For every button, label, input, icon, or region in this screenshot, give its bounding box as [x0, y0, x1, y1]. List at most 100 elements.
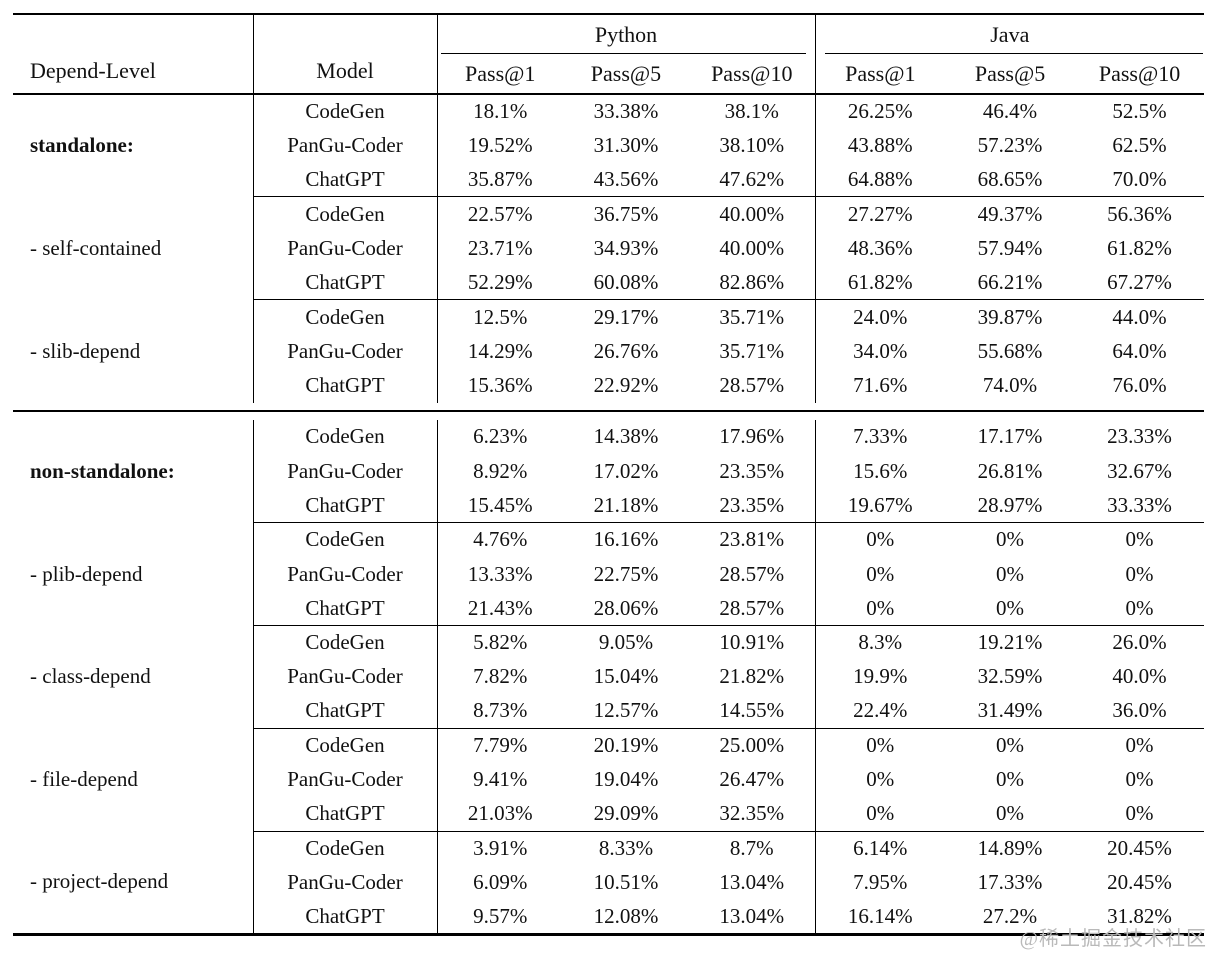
python-pass1-cell: 3.91%: [436, 830, 563, 866]
java-pass5-cell: 19.21%: [945, 624, 1076, 660]
results-table: Depend-Level Model Python Java Pass@1 Pa…: [13, 13, 1205, 936]
table-row: PanGu-Coder 6.09% 10.51% 13.04% 7.95% 17.33% 2…: [13, 865, 1204, 900]
model-cell: PanGu-Coder: [252, 762, 437, 797]
python-pass5-cell: 17.02%: [593, 458, 659, 483]
java-pass10-cell: 62.5%: [1112, 132, 1167, 157]
python-pass5-cell: 8.33%: [563, 830, 689, 866]
model-cell: CodeGen: [252, 196, 437, 232]
java-pass1-cell: 0%: [814, 522, 946, 557]
java-pass1-cell: 34.0%: [814, 334, 946, 369]
python-pass1-cell: 15.45%: [436, 488, 563, 523]
depend-group: - slib-depend CodeGen 12.5% 29.17% 35.71% 24.…: [13, 299, 1205, 403]
python-pass10-cell: 40.00%: [689, 196, 816, 232]
java-pass5-cell: 28.97%: [977, 492, 1043, 517]
python-pass1-cell: 9.57%: [436, 899, 563, 935]
python-pass10-cell: 23.81%: [689, 522, 816, 557]
python-pass10-cell: 13.04%: [719, 870, 785, 895]
python-pass5-cell: 22.75%: [593, 561, 659, 586]
java-pass5-cell: 66.21%: [977, 269, 1043, 294]
python-pass10-cell: 28.57%: [719, 373, 785, 398]
java-pass1-cell: 24.0%: [814, 299, 946, 335]
table-row: ChatGPT 8.73% 12.57% 14.55% 22.4% 31.49% 36.0%: [13, 694, 1204, 729]
java-pass1-cell: 64.88%: [814, 162, 946, 197]
model-cell: ChatGPT: [252, 591, 437, 626]
table-row: ChatGPT 15.45% 21.18% 23.35% 19.67% 28.97% 33.…: [13, 488, 1204, 523]
depend-group: standalone: CodeGen 18.1% 33.38% 38.1% 26.25%…: [13, 94, 1204, 197]
python-pass1-cell: 15.36%: [436, 368, 563, 403]
python-pass1-cell: 21.03%: [436, 796, 563, 832]
table-row: - project-depend CodeGen 3.91% 8.33% 8.7% 6.1…: [13, 830, 1205, 893]
python-pass10-cell: 14.55%: [719, 698, 785, 723]
table-row: PanGu-Coder 23.71% 34.93% 40.00% 48.36% 57.94…: [13, 231, 1204, 266]
java-pass5-cell: 68.65%: [977, 166, 1043, 191]
python-pass10-cell: 82.86%: [719, 269, 785, 294]
table-row: PanGu-Coder 8.92% 17.02% 23.35% 15.6% 26.81% 3…: [13, 453, 1204, 489]
depend-group: - file-depend CodeGen 7.79% 20.19% 25.00% 0% 0…: [13, 727, 1205, 832]
python-pass5-cell: 20.19%: [563, 727, 689, 763]
python-pass10-cell: 38.10%: [719, 132, 785, 157]
python-pass5-cell: 16.16%: [563, 522, 689, 557]
header-java-pass10: Pass@10: [1098, 60, 1181, 86]
model-cell: ChatGPT: [252, 265, 437, 300]
python-pass1-cell: 22.57%: [436, 196, 563, 232]
python-pass1-cell: 7.79%: [436, 727, 563, 763]
table-row: - slib-depend CodeGen 12.5% 29.17% 35.71% 24.…: [13, 299, 1205, 363]
table-row: - self-contained CodeGen 22.57% 36.75% 40.00…: [13, 196, 1205, 260]
python-pass5-cell: 21.18%: [593, 492, 659, 517]
model-cell: PanGu-Coder: [252, 231, 437, 266]
java-pass5-cell: 14.89%: [945, 830, 1076, 866]
model-cell: PanGu-Coder: [252, 659, 437, 695]
depend-level-label: - file-depend: [30, 767, 138, 792]
java-pass1-cell: 19.9%: [814, 659, 946, 695]
table-row: ChatGPT 35.87% 43.56% 47.62% 64.88% 68.65% 70.…: [13, 162, 1204, 197]
java-pass1-cell: 43.88%: [814, 128, 946, 163]
python-pass1-cell: 5.82%: [436, 624, 563, 660]
java-pass5-cell: 26.81%: [977, 458, 1043, 483]
java-pass10-cell: 0%: [1125, 801, 1154, 826]
python-pass10-cell: 35.71%: [689, 299, 816, 335]
depend-level-label: - self-contained: [30, 235, 162, 260]
python-pass1-cell: 14.29%: [436, 334, 563, 369]
python-pass1-cell: 52.29%: [436, 265, 563, 300]
java-pass10-cell: 70.0%: [1112, 166, 1167, 191]
java-pass10-cell: 64.0%: [1112, 338, 1167, 363]
python-pass5-cell: 10.51%: [593, 870, 659, 895]
python-pass5-cell: 26.76%: [593, 338, 659, 363]
java-pass10-cell: 0%: [1125, 767, 1154, 792]
python-pass1-cell: 8.92%: [436, 453, 563, 489]
java-pass10-cell: 36.0%: [1112, 698, 1167, 723]
python-pass10-cell: 23.35%: [719, 492, 785, 517]
python-pass5-cell: 31.30%: [593, 132, 659, 157]
header-depend-level: Depend-Level: [30, 58, 156, 83]
table-row: PanGu-Coder 9.41% 19.04% 26.47% 0% 0% 0%: [13, 762, 1204, 797]
python-pass10-cell: 35.71%: [719, 338, 785, 363]
python-pass5-cell: 29.17%: [563, 299, 689, 335]
section-separator-line: [13, 402, 1205, 420]
section-separator-row: [13, 402, 1205, 420]
model-cell: CodeGen: [252, 419, 437, 454]
java-pass1-cell: 0%: [814, 727, 946, 763]
python-pass10-cell: 28.57%: [719, 595, 785, 620]
model-cell: CodeGen: [252, 299, 437, 335]
python-pass10-cell: 10.91%: [689, 624, 816, 660]
section-separator: [13, 402, 1205, 420]
python-pass10-cell: 32.35%: [719, 801, 785, 826]
header-python-pass10: Pass@10: [711, 60, 793, 86]
java-pass1-cell: 27.27%: [814, 196, 946, 232]
table-row: PanGu-Coder 13.33% 22.75% 28.57% 0% 0% 0%: [13, 556, 1204, 592]
depend-level-label: - slib-depend: [30, 338, 141, 363]
java-pass10-cell: 76.0%: [1112, 373, 1167, 398]
python-pass1-cell: 19.52%: [436, 128, 563, 163]
python-pass5-cell: 29.09%: [593, 801, 659, 826]
java-pass10-cell: 40.0%: [1112, 664, 1167, 689]
model-cell: CodeGen: [252, 830, 437, 866]
java-pass10-cell: 67.27%: [1107, 269, 1172, 294]
python-pass1-cell: 9.41%: [436, 762, 563, 797]
java-pass10-cell: 20.45%: [1075, 830, 1205, 866]
model-cell: ChatGPT: [252, 488, 437, 523]
model-cell: ChatGPT: [252, 899, 437, 935]
python-pass5-cell: 34.93%: [593, 235, 659, 260]
table-row: standalone: CodeGen 18.1% 33.38% 38.1% 26.25%…: [13, 94, 1204, 157]
java-pass5-cell: 0%: [996, 801, 1025, 826]
python-pass1-cell: 23.71%: [436, 231, 563, 266]
